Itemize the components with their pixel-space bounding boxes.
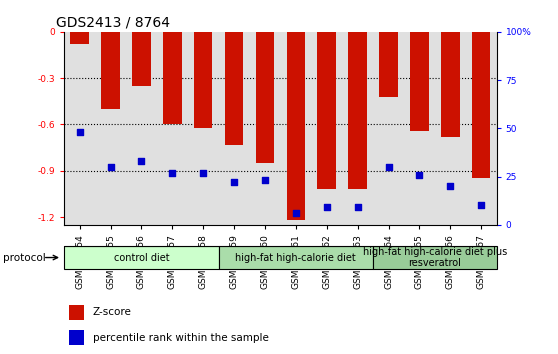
Bar [441,32,460,137]
Bar [373,246,497,269]
Point [323,205,331,210]
Point [229,179,238,185]
Point [261,178,270,183]
Point [75,129,84,135]
Text: percentile rank within the sample: percentile rank within the sample [93,333,269,343]
Bar [70,32,89,44]
Text: high-fat high-calorie diet plus
resveratrol: high-fat high-calorie diet plus resverat… [363,247,507,268]
Bar [101,32,120,109]
Bar [225,32,243,144]
Point [168,170,177,176]
Text: GDS2413 / 8764: GDS2413 / 8764 [56,15,170,29]
Point [106,164,115,170]
Bar [348,32,367,189]
Point [446,183,455,189]
Bar [472,32,490,178]
Bar [132,32,151,86]
Point [477,202,485,208]
Bar [194,32,213,127]
Bar [410,32,429,131]
Bar [163,32,181,125]
Point [291,210,300,216]
Bar [219,246,373,269]
Bar [64,246,219,269]
Bar [287,32,305,220]
Text: control diet: control diet [114,252,169,263]
Point [353,205,362,210]
Bar [318,32,336,189]
Bar [69,305,84,320]
Point [384,164,393,170]
Point [415,172,424,177]
Point [137,158,146,164]
Bar [256,32,274,163]
Text: protocol: protocol [3,253,46,263]
Text: high-fat high-calorie diet: high-fat high-calorie diet [235,252,356,263]
Bar [379,32,398,97]
Text: Z-score: Z-score [93,307,132,317]
Point [199,170,208,176]
Bar [69,330,84,345]
